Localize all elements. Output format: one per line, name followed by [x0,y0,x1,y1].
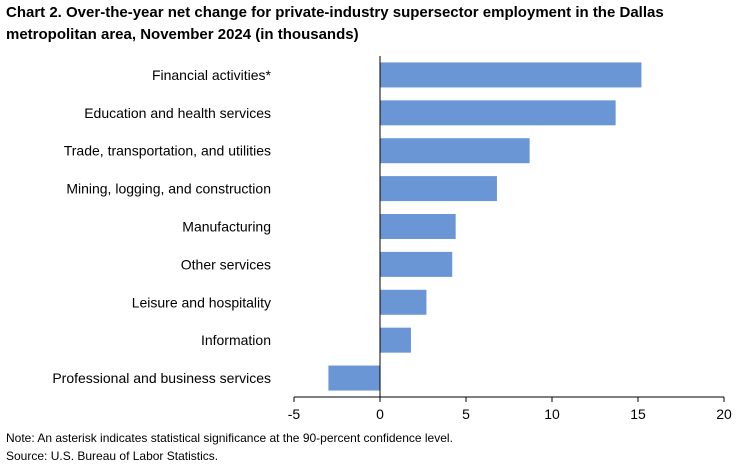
category-labels: Financial activities* Education and healt… [52,67,271,386]
x-tick-label: -5 [288,406,301,422]
bar [380,251,453,277]
x-tick-label: 10 [544,406,560,422]
category-label: Professional and business services [52,370,271,386]
axes [293,56,725,402]
category-label: Education and health services [84,105,271,121]
chart-source: Source: U.S. Bureau of Labor Statistics. [6,449,219,463]
chart-title: Chart 2. Over-the-year net change for pr… [6,4,664,43]
x-tick-label: 5 [462,406,470,422]
bar [328,365,380,391]
bars [328,62,642,391]
bar [380,138,530,164]
category-label: Other services [181,256,271,272]
x-tick-labels: -5 0 5 10 15 20 [288,406,732,422]
bar [380,214,456,239]
bar [380,289,427,315]
chart-note: Note: An asterisk indicates statistical … [6,431,453,445]
category-label: Mining, logging, and construction [66,181,271,197]
x-tick-label: 0 [376,406,384,422]
category-label: Leisure and hospitality [132,294,271,310]
bar [380,176,497,202]
category-label: Trade, transportation, and utilities [64,143,271,159]
bar [380,62,642,88]
category-label: Information [201,332,271,348]
bar [380,100,616,126]
x-tick-label: 15 [630,406,646,422]
bar [380,327,411,353]
x-tick-label: 20 [716,406,732,422]
category-label: Financial activities* [152,67,272,83]
category-label: Manufacturing [182,219,271,235]
